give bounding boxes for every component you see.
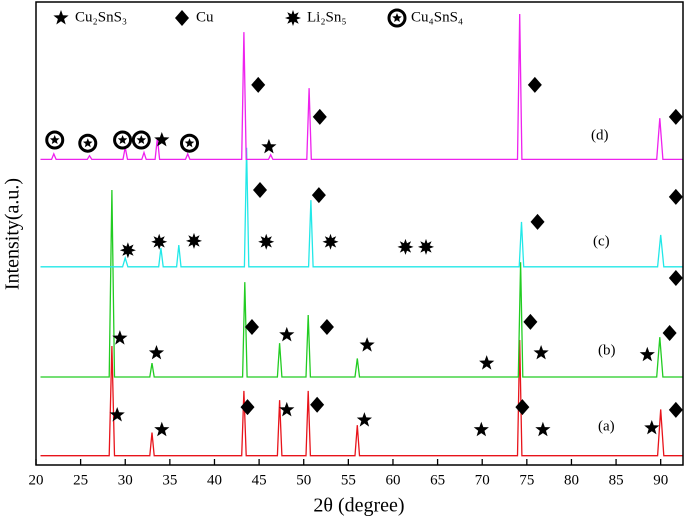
- diamond-marker: [523, 313, 538, 330]
- star-marker: [644, 420, 660, 435]
- x-tick-label: 30: [118, 472, 133, 488]
- burst-marker: [322, 233, 339, 250]
- series-label: (d): [591, 127, 609, 143]
- star-marker: [533, 345, 549, 360]
- circle-star-core: [83, 138, 93, 148]
- xrd-line: [40, 13, 683, 161]
- diamond-marker: [175, 10, 189, 26]
- star-marker: [279, 401, 295, 417]
- diamond-marker: [530, 213, 545, 230]
- x-tick-label: 65: [430, 472, 445, 488]
- burst-marker: [285, 10, 301, 26]
- star-marker: [109, 407, 125, 422]
- xrd-line: [40, 339, 683, 457]
- diamond-marker: [244, 319, 259, 336]
- star-marker: [279, 326, 295, 342]
- plot-frame: [35, 1, 684, 466]
- x-tick-label: 20: [29, 472, 44, 488]
- circle-star-core: [184, 138, 195, 148]
- star-marker: [359, 337, 375, 352]
- diamond-marker: [251, 76, 266, 93]
- burst-marker: [397, 238, 414, 255]
- burst-marker: [119, 242, 136, 259]
- circle-star-marker: [131, 130, 151, 150]
- star-marker: [639, 346, 655, 362]
- circle-star-marker: [113, 130, 133, 150]
- x-axis-label: 2θ (degree): [313, 495, 404, 517]
- star-marker: [473, 421, 489, 437]
- x-tick-label: 50: [296, 472, 311, 488]
- series-label: (b): [598, 342, 616, 358]
- y-axis-label: Intensity(a.u.): [2, 178, 24, 290]
- x-tick-label: 25: [73, 472, 88, 488]
- legend-label: Cu₂SnS₃: [75, 9, 127, 25]
- legend-label: Cu: [196, 9, 214, 25]
- diamond-marker: [252, 181, 267, 198]
- burst-marker: [258, 233, 275, 250]
- diamond-marker: [668, 188, 683, 205]
- diamond-marker: [515, 399, 530, 416]
- xrd-line: [40, 189, 683, 378]
- burst-marker: [418, 238, 434, 255]
- legend-label: Li₂Sn₅: [307, 9, 347, 25]
- diamond-marker: [662, 325, 677, 342]
- diamond-marker: [668, 269, 683, 286]
- circle-star-marker: [45, 130, 65, 150]
- star-marker: [148, 345, 165, 360]
- star-marker: [535, 421, 551, 437]
- circle-star-core: [117, 135, 128, 144]
- star-marker: [154, 421, 170, 437]
- legend-label: Cu₄SnS₄: [411, 9, 463, 25]
- star-marker: [154, 132, 170, 147]
- x-tick-label: 40: [207, 472, 222, 488]
- diamond-marker: [527, 76, 542, 93]
- star-marker: [112, 330, 128, 345]
- circle-star-marker: [179, 133, 199, 153]
- series-label: (c): [593, 233, 610, 249]
- x-tick-label: 45: [252, 472, 267, 488]
- burst-marker: [186, 232, 202, 249]
- star-marker: [261, 138, 277, 154]
- x-tick-label: 80: [564, 472, 579, 488]
- xrd-line: [40, 147, 683, 268]
- star-marker: [53, 10, 69, 25]
- x-tick-label: 60: [385, 472, 400, 488]
- diamond-marker: [319, 319, 334, 336]
- circle-star-core: [136, 135, 147, 144]
- series-label: (a): [598, 418, 615, 434]
- x-tick-label: 70: [475, 472, 490, 488]
- diamond-marker: [240, 399, 255, 416]
- burst-marker: [151, 233, 168, 250]
- x-tick-label: 75: [519, 472, 534, 488]
- circle-star-marker: [78, 133, 98, 153]
- x-tick-label: 35: [162, 472, 177, 488]
- circle-star-core: [50, 135, 60, 144]
- x-tick-label: 55: [341, 472, 356, 488]
- star-marker: [479, 355, 495, 370]
- x-tick-label: 90: [653, 472, 668, 488]
- x-tick-label: 85: [609, 472, 624, 488]
- circle-star-core: [392, 13, 402, 22]
- diamond-marker: [312, 108, 327, 125]
- diamond-marker: [668, 401, 683, 418]
- diamond-marker: [310, 396, 325, 413]
- diamond-marker: [668, 108, 683, 125]
- diamond-marker: [311, 187, 326, 204]
- circle-star-marker: [387, 8, 407, 28]
- star-marker: [356, 412, 372, 427]
